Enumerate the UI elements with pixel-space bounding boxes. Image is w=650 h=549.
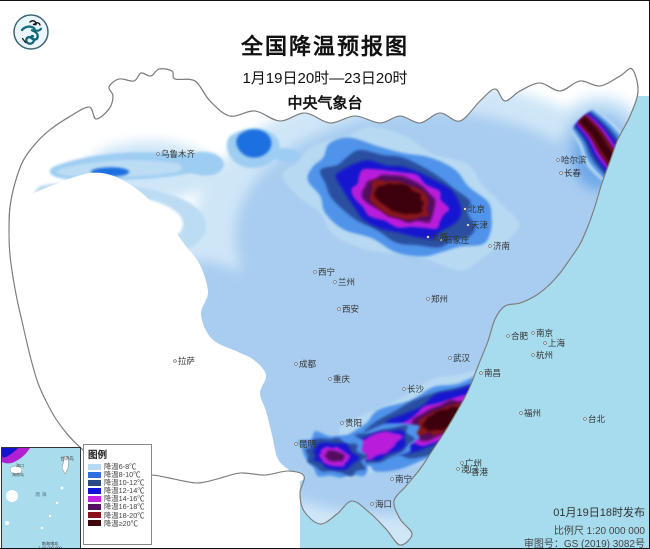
svg-text:拉萨: 拉萨 [178,356,196,366]
svg-text:昆明: 昆明 [299,439,316,449]
svg-text:海口: 海口 [16,462,24,468]
svg-text:兰州: 兰州 [338,277,355,287]
svg-text:长春: 长春 [564,168,582,178]
svg-text:北京: 北京 [468,204,485,214]
svg-text:南京: 南京 [536,328,553,338]
svg-text:上海: 上海 [548,338,566,348]
svg-text:长沙: 长沙 [407,384,425,394]
svg-text:台北: 台北 [588,414,606,424]
svg-text:西宁: 西宁 [318,267,335,277]
svg-text:乌鲁木齐: 乌鲁木齐 [161,149,196,159]
svg-text:合肥: 合肥 [511,331,529,341]
svg-text:西安: 西安 [342,304,359,314]
svg-text:海口: 海口 [375,499,392,509]
svg-text:福州: 福州 [524,408,541,418]
svg-text:1:40 000 000: 1:40 000 000 [38,545,62,549]
svg-text:重庆: 重庆 [333,374,351,384]
svg-text:南昌: 南昌 [484,368,501,378]
svg-text:杭州: 杭州 [536,350,553,360]
svg-text:武汉: 武汉 [453,353,471,363]
svg-text:郑州: 郑州 [431,294,448,304]
svg-text:台湾岛: 台湾岛 [60,455,74,462]
svg-text:哈尔滨: 哈尔滨 [561,155,587,165]
svg-text:贵阳: 贵阳 [345,418,362,428]
svg-text:澳门: 澳门 [461,464,478,474]
svg-text:天津: 天津 [471,220,489,230]
svg-text:济南: 济南 [493,241,510,251]
svg-text:成都: 成都 [299,359,317,369]
svg-text:太原: 太原 [431,232,448,242]
svg-text:南 海: 南 海 [35,491,46,498]
svg-text:海南岛: 海南岛 [12,471,24,477]
